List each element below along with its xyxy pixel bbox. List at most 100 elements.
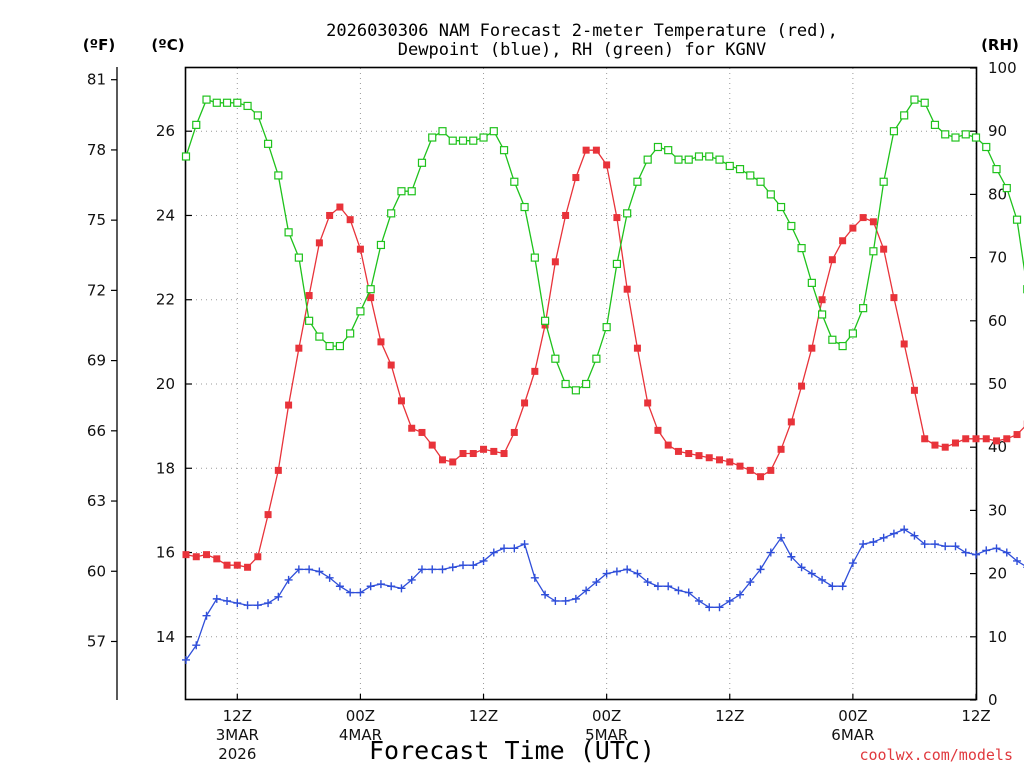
data-point [520, 540, 529, 549]
data-point [1002, 548, 1011, 557]
data-point [653, 582, 662, 591]
rh-tick-label: 20 [988, 565, 1007, 583]
data-point [202, 611, 211, 620]
data-point [931, 441, 939, 449]
series-dewpoint [182, 525, 1024, 664]
data-point [418, 428, 426, 436]
fahrenheit-tick-label: 69 [87, 352, 106, 370]
data-point [469, 136, 478, 145]
data-point [510, 177, 519, 186]
data-point [397, 187, 406, 196]
fahrenheit-tick-label: 78 [87, 141, 106, 159]
data-point [438, 456, 446, 464]
data-point [521, 399, 529, 407]
data-point [203, 551, 211, 559]
data-point [674, 155, 683, 164]
data-point [592, 578, 601, 587]
data-point [387, 209, 396, 218]
rh-tick-label: 70 [988, 249, 1007, 267]
data-point [222, 98, 232, 107]
data-point [397, 397, 405, 405]
data-point [869, 218, 877, 226]
celsius-tick-label: 16 [156, 544, 175, 562]
time-tick-label: 2026 [218, 745, 256, 763]
data-point [951, 133, 960, 142]
data-point [674, 447, 682, 455]
data-point [212, 594, 221, 603]
data-point [438, 127, 447, 136]
data-point [448, 563, 457, 572]
data-point [181, 152, 191, 161]
data-point [798, 382, 806, 390]
x-axis-label: Forecast Time (UTC) [369, 736, 655, 765]
time-tick-label: 3MAR [216, 726, 259, 744]
data-point [848, 559, 857, 568]
credit-text: coolwx.com/models [859, 746, 1013, 764]
celsius-unit-label: (ºC) [151, 36, 184, 54]
data-point [243, 101, 252, 111]
fahrenheit-tick-label: 63 [87, 492, 106, 510]
data-point [346, 329, 355, 338]
data-point [479, 133, 488, 142]
data-point [356, 245, 364, 253]
celsius-tick-label: 26 [156, 122, 175, 140]
rh-tick-label: 100 [988, 59, 1017, 77]
data-point [530, 573, 539, 582]
celsius-tick-label: 20 [156, 375, 175, 393]
data-point [818, 575, 827, 584]
data-point [408, 424, 416, 432]
data-point [828, 256, 836, 264]
data-point [664, 582, 673, 591]
data-point [705, 454, 713, 462]
data-point [562, 211, 570, 219]
data-point [264, 599, 273, 608]
data-point [890, 294, 898, 302]
time-tick-label: 00Z [838, 707, 867, 725]
data-point [920, 540, 929, 549]
data-point [725, 596, 734, 605]
fahrenheit-tick-label: 72 [87, 281, 106, 299]
data-point [551, 596, 560, 605]
data-point [305, 316, 314, 325]
series-line [185, 528, 1024, 661]
data-point [397, 584, 406, 593]
data-point [376, 240, 386, 250]
data-point [838, 341, 847, 351]
data-point [900, 525, 909, 534]
data-point [1013, 556, 1022, 565]
data-point [449, 458, 457, 466]
data-point [982, 142, 991, 152]
data-point [192, 120, 201, 129]
data-point [572, 174, 580, 182]
data-point [295, 344, 303, 352]
data-point [962, 435, 970, 443]
time-tick-label: 12Z [715, 707, 744, 725]
data-point [664, 146, 673, 155]
data-point [438, 565, 447, 574]
data-point [725, 161, 734, 171]
data-point [787, 221, 796, 231]
data-point [869, 538, 878, 546]
data-point [633, 177, 642, 186]
data-point [992, 544, 1001, 553]
data-point [223, 596, 232, 605]
data-point [705, 603, 714, 612]
data-point [325, 573, 334, 582]
data-point [736, 590, 745, 599]
celsius-tick-label: 18 [156, 459, 175, 477]
data-point [490, 447, 498, 455]
data-point [849, 224, 857, 232]
data-point [243, 601, 252, 610]
data-point [972, 550, 980, 559]
data-point [479, 556, 488, 565]
data-point [561, 596, 570, 605]
celsius-tick-label: 14 [156, 628, 175, 646]
data-point [541, 590, 550, 599]
data-point [346, 588, 355, 597]
rh-unit-label: (RH) [981, 36, 1019, 54]
data-point [592, 146, 600, 154]
data-point [921, 435, 929, 443]
celsius-tick-label: 24 [156, 206, 175, 224]
data-point [448, 136, 457, 145]
rh-tick-label: 80 [988, 185, 1007, 203]
